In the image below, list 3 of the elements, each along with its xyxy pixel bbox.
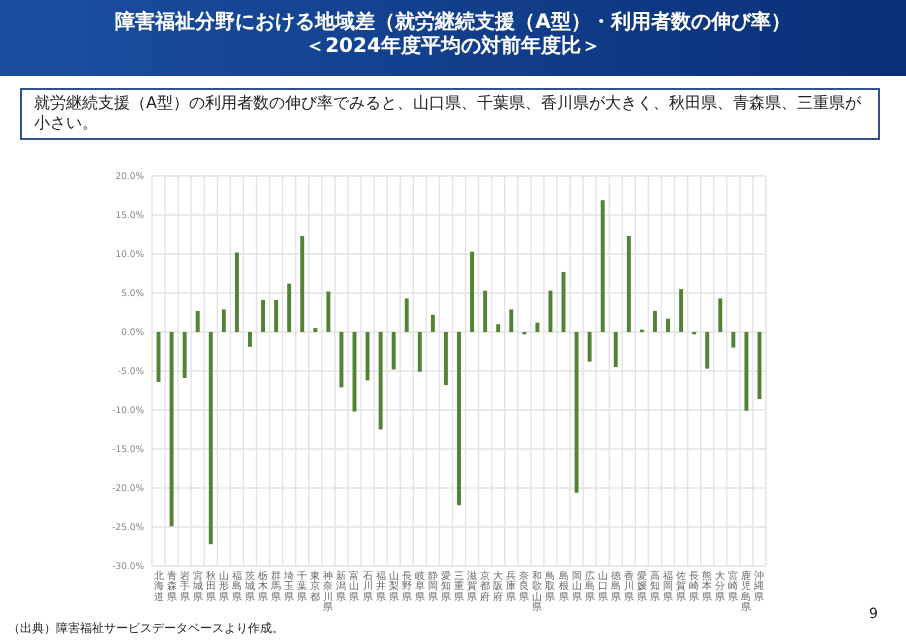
chart-subtitle: ＜2024年度平均の対前年度比＞ xyxy=(303,36,603,60)
chart-title: 障害福祉分野における地域差（就労継続支援（A型）・利用者数の伸び率） xyxy=(113,12,793,34)
text: 就労継続支援（A型）の利用者数の伸び率でみると、山口県、千葉県、香川県が大きく、秋田県、青森県、三重県が小さい。 xyxy=(34,94,863,134)
